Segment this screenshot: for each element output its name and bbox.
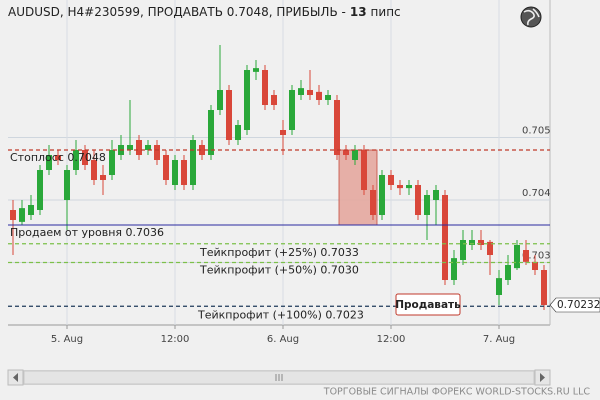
candle-body: [235, 125, 241, 140]
candle-body: [163, 155, 169, 180]
candle-body: [82, 150, 88, 165]
candle-body: [199, 145, 205, 155]
candle-body: [514, 245, 520, 269]
candle-body: [343, 150, 349, 155]
title-text: AUDUSD, H4#230599, ПРОДАВАТЬ 0.7048, ПРИ…: [8, 5, 346, 19]
level-label: Продаем от уровня 0.7036: [10, 226, 164, 239]
candle-body: [253, 68, 259, 72]
candle-body: [532, 261, 538, 270]
x-tick-label: 5. Aug: [51, 334, 83, 345]
x-tick-label: 12:00: [161, 334, 190, 345]
title-unit: пипс: [371, 5, 401, 19]
button-box: [395, 293, 461, 316]
candle-body: [190, 140, 196, 185]
candle-body: [397, 185, 403, 189]
title-profit: 13: [350, 5, 367, 19]
candle-body: [370, 190, 376, 215]
candle-body: [127, 145, 133, 150]
candle-body: [55, 155, 61, 160]
candle-body: [379, 175, 385, 215]
candle-body: [28, 205, 34, 215]
level-label: Тейкпрофит (+25%) 0.7033: [199, 246, 359, 259]
candle-body: [226, 90, 232, 140]
candle-body: [334, 100, 340, 155]
candle-body: [19, 208, 25, 222]
candle-body: [244, 70, 250, 130]
candle-body: [388, 175, 394, 185]
candle-body: [478, 240, 484, 245]
chart-title: AUDUSD, H4#230599, ПРОДАВАТЬ 0.7048, ПРИ…: [8, 5, 401, 19]
current-price: 0.70232: [557, 299, 600, 311]
level-label: Тейкпрофит (+100%) 0.7023: [197, 308, 364, 321]
candle-body: [91, 160, 97, 180]
candle-body: [154, 145, 160, 160]
price-marker: [549, 297, 600, 313]
candle-body: [541, 270, 547, 305]
candle-body: [217, 90, 223, 110]
globe-icon[interactable]: [520, 6, 542, 28]
candle-body: [262, 70, 268, 105]
candle-body: [181, 160, 187, 185]
level-label: Стоплосс 0.7048: [10, 151, 106, 164]
candle-body: [100, 175, 106, 180]
candle-body: [352, 150, 358, 160]
y-tick-label: 0.705: [522, 126, 551, 137]
x-tick-label: 7. Aug: [483, 334, 515, 345]
candle-body: [433, 190, 439, 200]
candle-body: [361, 150, 367, 190]
x-tick-label: 12:00: [377, 334, 406, 345]
candle-body: [424, 195, 430, 215]
plot: 0.705 0.704 0.703 5. Aug 12:00 6. Aug 12:00 7. …: [8, 0, 600, 345]
candle-body: [172, 160, 178, 185]
candle-body: [469, 240, 475, 245]
candle-body: [316, 91, 322, 100]
candle-body: [460, 240, 466, 260]
y-tick-label: 0.704: [522, 188, 551, 199]
candle-body: [523, 250, 529, 262]
x-tick-label: 6. Aug: [267, 334, 299, 345]
sell-button[interactable]: Продавать: [395, 293, 461, 316]
level-label: Тейкпрофит (+50%) 0.7030: [199, 264, 359, 277]
candle-body: [289, 90, 295, 130]
candle-body: [487, 241, 493, 255]
candle-body: [10, 210, 16, 220]
candle-body: [307, 90, 313, 95]
candle-body: [280, 130, 286, 135]
y-tick-label: 0.703: [522, 251, 551, 262]
candle-body: [46, 155, 52, 170]
candle-body: [451, 258, 457, 280]
footer: ТОРГОВЫЕ СИГНАЛЫ ФОРЕКС WORLD-STOCKS.RU …: [323, 387, 591, 398]
candle-body: [136, 140, 142, 155]
candle-body: [109, 150, 115, 175]
candle-body: [208, 110, 214, 155]
candle-body: [505, 265, 511, 280]
candle-body: [73, 150, 79, 170]
candle-body: [145, 145, 151, 150]
candle-body: [442, 195, 448, 280]
candle-body: [325, 95, 331, 100]
candle-body: [64, 170, 70, 200]
candle-body: [496, 278, 502, 295]
candle-body: [37, 170, 43, 210]
candle-body: [298, 88, 304, 95]
scrollbar[interactable]: [7, 369, 551, 386]
candle-body: [415, 185, 421, 215]
candle-body: [271, 95, 277, 105]
candle-body: [406, 185, 412, 189]
button-label: Продавать: [395, 299, 461, 311]
